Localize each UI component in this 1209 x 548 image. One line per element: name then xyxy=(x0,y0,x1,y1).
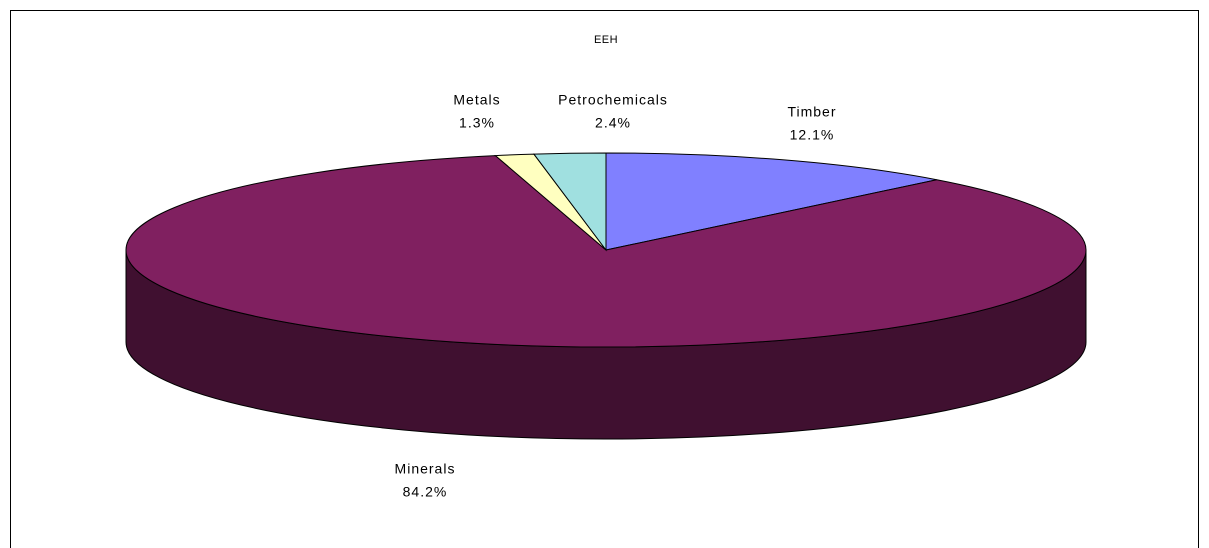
chart-title: EEH xyxy=(594,34,618,46)
slice-value-label: 12.1% xyxy=(790,127,835,143)
slice-value-label: 84.2% xyxy=(403,484,448,500)
slice-value-label: 1.3% xyxy=(459,115,495,131)
slice-value-label: 2.4% xyxy=(595,115,631,131)
pie-slice xyxy=(605,152,937,251)
slice-label: Timber xyxy=(787,104,836,120)
pie-slice xyxy=(125,155,1087,348)
slice-label: Minerals xyxy=(395,461,456,477)
slice-label: Petrochemicals xyxy=(558,92,668,108)
slice-label: Metals xyxy=(453,92,500,108)
pie-slice xyxy=(532,152,607,252)
